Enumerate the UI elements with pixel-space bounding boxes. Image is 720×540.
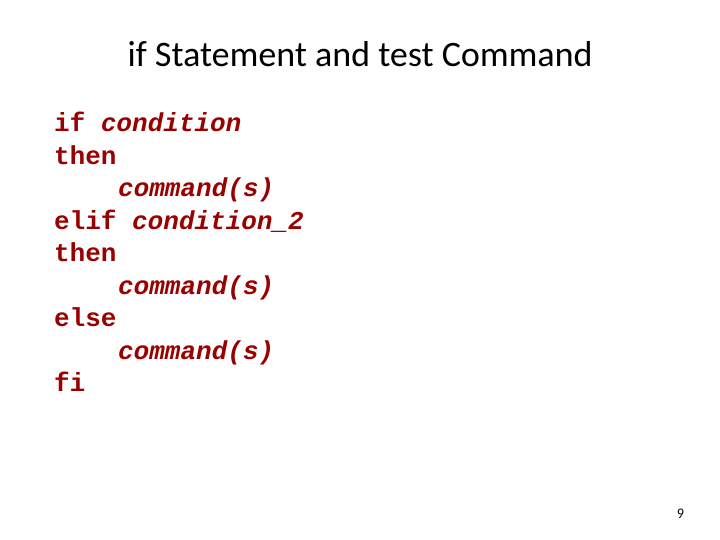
slide-container: if Statement and test Command if conditi… (0, 0, 720, 540)
code-line-4: elif condition_2 (54, 206, 672, 239)
keyword-fi: fi (54, 369, 85, 399)
code-line-6: command(s) (54, 271, 672, 304)
page-number: 9 (677, 505, 684, 522)
keyword-then: then (54, 142, 116, 172)
keyword-if: if (54, 109, 101, 139)
code-line-8: command(s) (54, 336, 672, 369)
slide-title: if Statement and test Command (48, 32, 672, 76)
code-line-7: else (54, 303, 672, 336)
code-line-1: if condition (54, 108, 672, 141)
code-line-9: fi (54, 368, 672, 401)
code-block: if condition then command(s) elif condit… (54, 108, 672, 401)
italic-commands-2: command(s) (118, 272, 274, 302)
keyword-elif: elif (54, 207, 132, 237)
keyword-then-2: then (54, 239, 116, 269)
code-line-2: then (54, 141, 672, 174)
keyword-else: else (54, 304, 116, 334)
italic-condition2: condition_2 (132, 207, 304, 237)
code-line-3: command(s) (54, 173, 672, 206)
italic-condition: condition (101, 109, 241, 139)
italic-commands: command(s) (118, 174, 274, 204)
italic-commands-3: command(s) (118, 337, 274, 367)
code-line-5: then (54, 238, 672, 271)
